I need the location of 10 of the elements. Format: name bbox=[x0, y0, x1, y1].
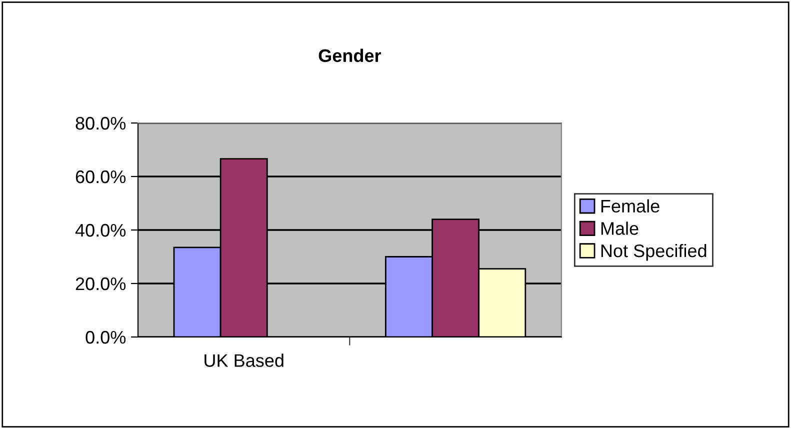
y-tick-label: 60.0% bbox=[76, 170, 126, 184]
x-tick-label: UK Based bbox=[204, 354, 284, 367]
chart-title: Gender bbox=[318, 48, 382, 62]
legend-label: Female bbox=[601, 199, 660, 213]
legend-label: Male bbox=[601, 222, 638, 235]
y-tick-label: 80.0% bbox=[76, 116, 126, 130]
y-tick-label: 40.0% bbox=[75, 224, 126, 237]
legend-label: Not Specified bbox=[601, 244, 706, 261]
y-tick-label: 20.0% bbox=[76, 277, 126, 290]
y-tick-label: 0.0% bbox=[86, 330, 126, 344]
